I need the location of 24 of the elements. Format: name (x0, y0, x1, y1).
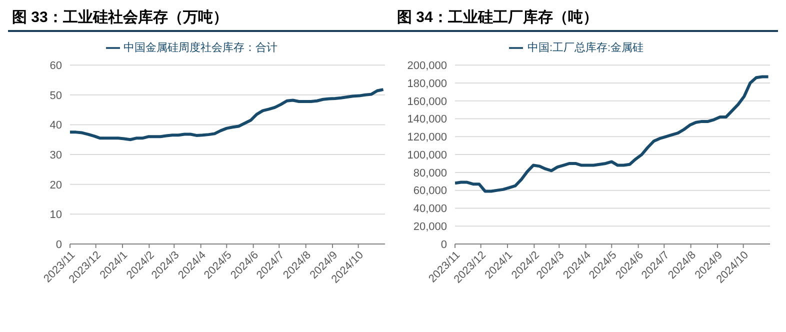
y-tick-label: 180,000 (407, 78, 447, 90)
chart-title: 图 34：工业硅工厂库存（吨） (396, 8, 599, 28)
line-series (455, 75, 770, 193)
y-tick-label: 120,000 (407, 132, 447, 144)
y-tick-label: 40 (50, 120, 62, 132)
y-tick-label: 30 (50, 149, 62, 162)
y-tick-label: 50 (50, 90, 62, 102)
y-tick-label: 80,000 (413, 167, 447, 180)
y-tick-label: 100,000 (407, 149, 447, 162)
y-tick-label: 160,000 (407, 96, 447, 108)
chart-title: 图 33：工业硅社会库存（万吨） (11, 8, 229, 28)
y-tick-label: 0 (440, 238, 447, 251)
legend-label: 中国:工厂总库存:金属硅 (527, 42, 644, 54)
y-tick-label: 140,000 (407, 114, 447, 126)
y-tick-label: 0 (56, 238, 62, 251)
y-tick-label: 60 (50, 60, 62, 72)
legend-label: 中国金属硅周度社会库存：合计 (124, 42, 278, 54)
y-tick-label: 200,000 (407, 60, 447, 72)
y-tick-label: 40,000 (413, 203, 447, 216)
y-tick-label: 10 (50, 209, 62, 222)
y-tick-label: 60,000 (413, 185, 447, 198)
y-tick-label: 20,000 (413, 221, 447, 234)
y-tick-label: 20 (50, 179, 62, 192)
line-series (70, 88, 385, 142)
